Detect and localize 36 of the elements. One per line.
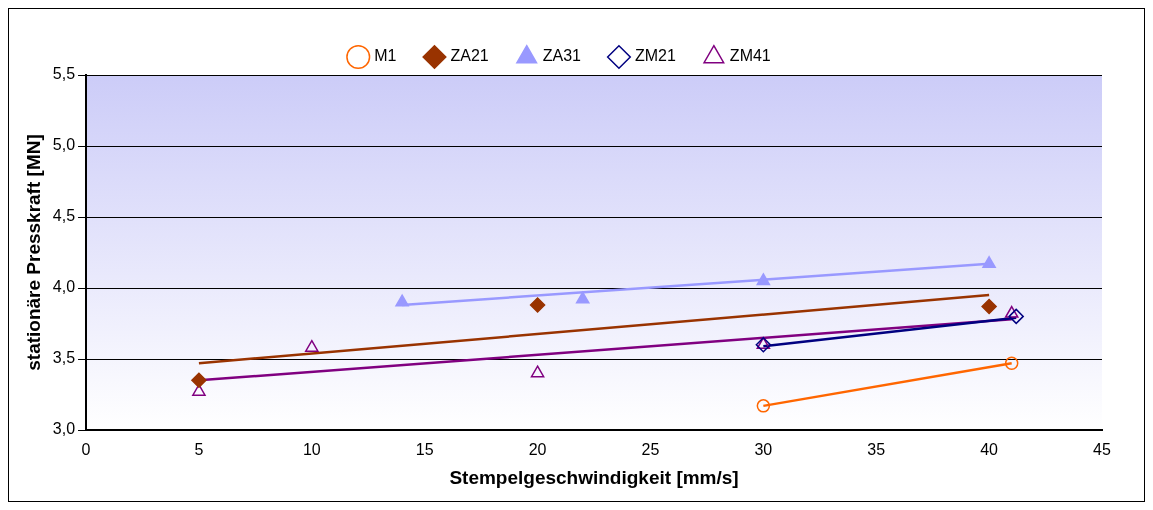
point [982,256,996,269]
point [756,399,771,413]
point [191,372,207,389]
point [395,294,409,307]
x-axis-title: Stempelgeschwindigkeit [mm/s] [449,466,739,488]
legend-label: ZA31 [542,47,582,65]
y-tick-label: 3,0 [52,420,76,438]
y-tick-label: 5,5 [52,65,76,83]
x-tick-label: 5 [194,441,204,459]
point [1004,305,1019,318]
legend-label: ZA21 [450,47,489,65]
x-tick-label: 15 [415,441,434,459]
y-tick-label: 4,5 [52,207,76,225]
point [305,339,319,352]
point [756,273,771,286]
x-tick-label: 40 [980,441,999,459]
x-tick-label: 20 [528,441,547,459]
point [530,365,545,378]
x-tick-label: 25 [641,441,660,459]
y-tick-label: 5,0 [52,136,76,154]
x-tick-label: 35 [867,441,886,459]
legend-label: ZM21 [634,47,676,65]
point [529,297,546,313]
legend-label: M1 [374,47,397,65]
y-tick-label: 3,5 [52,349,76,367]
y-tick-label: 4,0 [52,278,76,296]
point [1008,308,1024,325]
x-tick-label: 0 [81,441,91,459]
x-tick-label: 45 [1093,441,1111,459]
x-tick-label: 30 [754,441,773,459]
point [981,298,997,315]
x-tick-label: 10 [302,441,321,459]
legend-label: ZM41 [729,47,771,65]
point [575,291,590,304]
point [1004,356,1019,371]
y-axis-title: stationäre Presskraft [MN] [22,134,44,371]
